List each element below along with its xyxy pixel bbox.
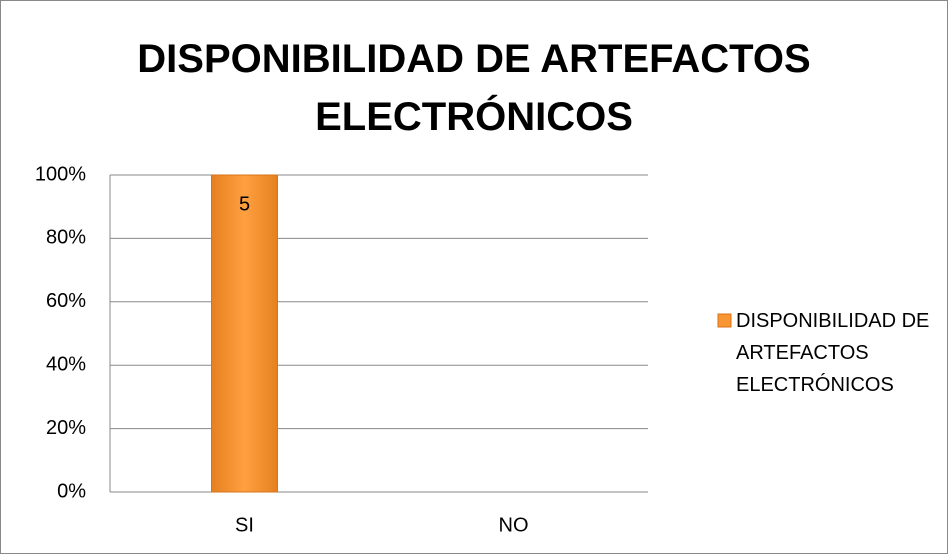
y-tick-label: 60% (46, 290, 86, 312)
x-tick-label: NO (499, 514, 529, 536)
y-tick-label: 80% (46, 227, 86, 249)
y-tick-label: 0% (57, 480, 86, 502)
x-tick-label: SI (235, 514, 254, 536)
y-tick-label: 100% (35, 163, 86, 185)
bar (211, 174, 278, 493)
y-tick-label: 20% (46, 417, 86, 439)
legend-label: DISPONIBILIDAD DE ARTEFACTOS ELECTRÓNICO… (736, 310, 930, 396)
data-label: 5 (239, 193, 250, 215)
legend-swatch (717, 313, 732, 328)
y-tick-label: 40% (46, 353, 86, 375)
chart-title: DISPONIBILIDAD DE ARTEFACTOS ELECTRÓNICO… (137, 37, 811, 139)
